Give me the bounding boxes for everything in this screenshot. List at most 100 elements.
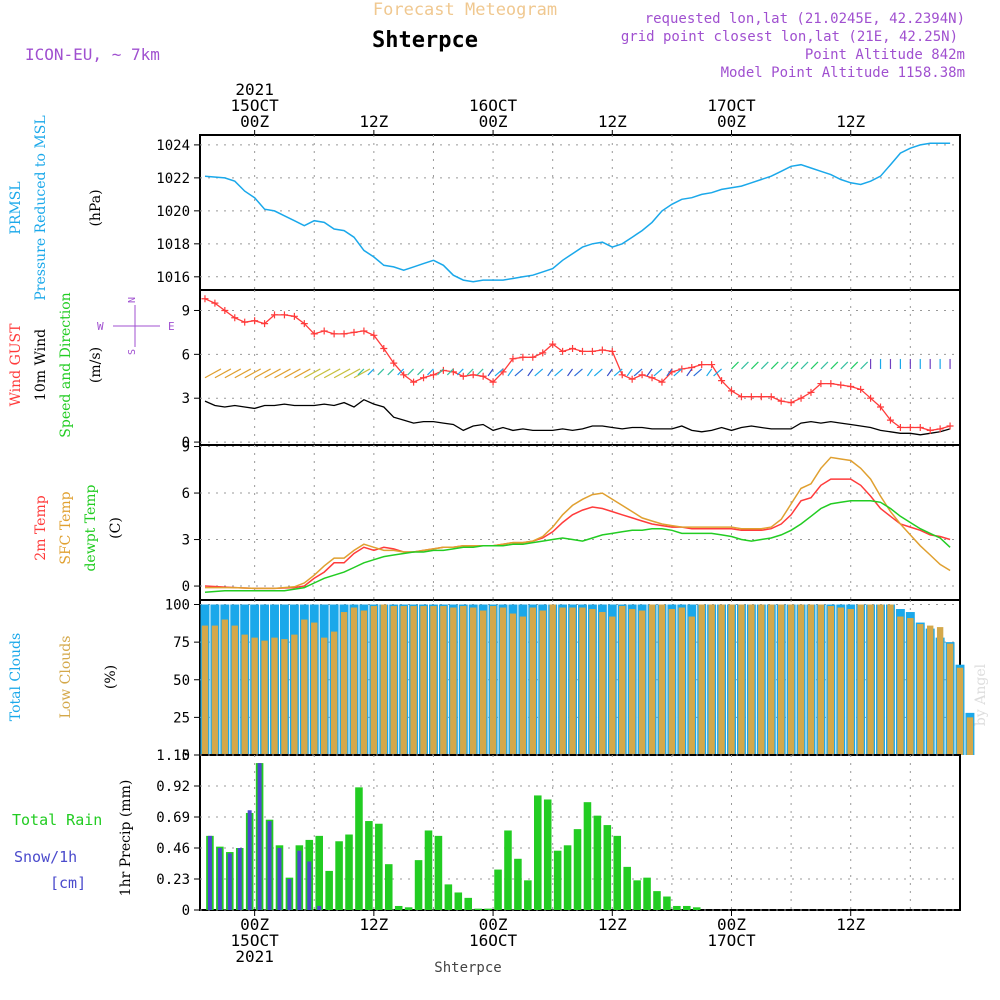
time-label-bottom: 2021 xyxy=(235,947,274,966)
wind-direction-arrow xyxy=(750,361,759,370)
wind-direction-arrow xyxy=(466,368,474,376)
cloud-bar-low xyxy=(410,606,417,755)
wind-direction-arrow xyxy=(567,368,574,377)
wind-direction-arrow xyxy=(214,368,232,379)
cloud-bar-low xyxy=(619,606,626,755)
wind-direction-arrow xyxy=(357,368,365,376)
gust-marker xyxy=(588,347,596,355)
y-axis-label-wind: Wind GUST xyxy=(8,323,24,407)
gust-marker xyxy=(271,311,279,319)
gust-marker xyxy=(320,327,328,335)
gust-marker xyxy=(529,353,537,361)
cloud-bar-low xyxy=(589,609,596,755)
cloud-bar-low xyxy=(370,606,378,755)
wind-direction-arrow xyxy=(244,368,261,379)
gust-marker xyxy=(757,393,765,401)
gust-marker xyxy=(370,331,378,339)
gust-marker xyxy=(608,347,616,355)
cloud-bar-low xyxy=(400,606,407,755)
ytick-label-pressure: 1016 xyxy=(156,270,190,286)
ytick-label-clouds: 0 xyxy=(182,748,190,764)
wind-direction-arrow xyxy=(264,368,281,379)
precip-bar-snow xyxy=(267,821,272,910)
cloud-bar-low xyxy=(231,625,238,755)
cloud-bar-low xyxy=(549,604,556,755)
cloud-bar-low xyxy=(807,604,815,755)
gust-marker xyxy=(638,371,646,379)
cloud-bar-low xyxy=(927,625,934,755)
cloud-bar-low xyxy=(817,604,825,755)
gust-marker xyxy=(350,328,358,336)
gust-marker xyxy=(658,378,666,386)
legend-snow-unit: [cm] xyxy=(50,874,86,892)
wind-direction-arrow xyxy=(860,361,869,370)
gust-marker xyxy=(569,344,577,352)
precip-bar-rain xyxy=(524,880,532,910)
y-axis-label-pressure: PRMSL xyxy=(8,181,24,234)
ytick-label-precip: 0.92 xyxy=(156,779,190,795)
precip-bar-rain xyxy=(355,787,363,910)
wind-direction-arrow xyxy=(304,368,321,379)
gust-marker xyxy=(459,372,467,380)
gust-marker xyxy=(241,318,249,326)
precip-bar-rain xyxy=(683,905,691,910)
wind-direction-arrow xyxy=(790,361,799,370)
ytick-label-precip: 0.46 xyxy=(156,841,190,857)
cloud-bar-low xyxy=(350,607,358,755)
wind-direction-arrow xyxy=(706,368,713,377)
cloud-bar-low xyxy=(599,612,606,755)
gust-marker xyxy=(628,375,636,383)
cloud-bar-low xyxy=(787,604,795,755)
location-title: Shterpce xyxy=(372,28,478,53)
precip-bar-rain xyxy=(663,896,671,910)
gust-marker xyxy=(807,388,815,396)
cloud-bar-low xyxy=(440,606,447,755)
cloud-bar-low xyxy=(857,604,864,755)
precip-bar-rain xyxy=(494,869,502,910)
precip-bar-snow xyxy=(307,861,312,910)
wind-direction-arrow xyxy=(626,368,633,377)
cloud-bar-low xyxy=(966,717,974,755)
series-line-wind10m xyxy=(204,398,951,436)
precip-bar-rain xyxy=(424,830,433,910)
y-axis-label-temperature: (C) xyxy=(108,517,124,539)
y-axis-label-pressure: Pressure Reduced to MSL xyxy=(33,115,49,300)
compass-south: S xyxy=(127,349,138,355)
wind-direction-arrow xyxy=(840,361,849,370)
grid-point-coords: grid point closest lon,lat (21E, 42.25N) xyxy=(621,29,958,45)
precip-bar-rain xyxy=(623,866,631,910)
gust-marker xyxy=(896,423,904,431)
cloud-bar-low xyxy=(330,631,338,755)
precip-bar-rain xyxy=(633,880,641,910)
precip-bar-snow xyxy=(217,848,222,910)
y-axis-label-wind: 10m Wind xyxy=(33,329,49,401)
cloud-bar-low xyxy=(956,667,964,755)
ytick-label-precip: 0 xyxy=(182,903,190,919)
precip-bar-rain xyxy=(692,907,701,910)
cloud-bar-low xyxy=(678,607,686,755)
gust-marker xyxy=(360,327,368,335)
cloud-bar-low xyxy=(698,604,705,755)
gust-marker xyxy=(469,371,477,379)
cloud-bar-low xyxy=(877,604,884,755)
wind-direction-arrow xyxy=(693,368,703,377)
gust-marker xyxy=(439,366,447,374)
wind-direction-arrow xyxy=(494,368,504,377)
wind-direction-arrow xyxy=(343,368,361,379)
precip-bar-snow xyxy=(247,810,252,910)
wind-direction-arrow xyxy=(770,361,779,370)
cloud-bar-low xyxy=(758,604,765,755)
wind-direction-arrow xyxy=(646,368,653,377)
time-label-top: 00Z xyxy=(717,112,746,131)
precip-bar-rain xyxy=(603,825,612,910)
gust-marker xyxy=(747,393,755,401)
y-axis-label-clouds: Low Clouds xyxy=(58,636,74,719)
cloud-bar-low xyxy=(559,607,566,755)
gust-marker xyxy=(886,416,894,424)
wind-direction-arrow xyxy=(254,368,271,379)
wind-direction-arrow xyxy=(417,368,424,376)
wind-direction-arrow xyxy=(810,361,819,370)
precip-bar-snow xyxy=(257,763,262,910)
precip-bar-rain xyxy=(484,908,492,910)
time-label-top: 15OCT xyxy=(231,96,280,115)
